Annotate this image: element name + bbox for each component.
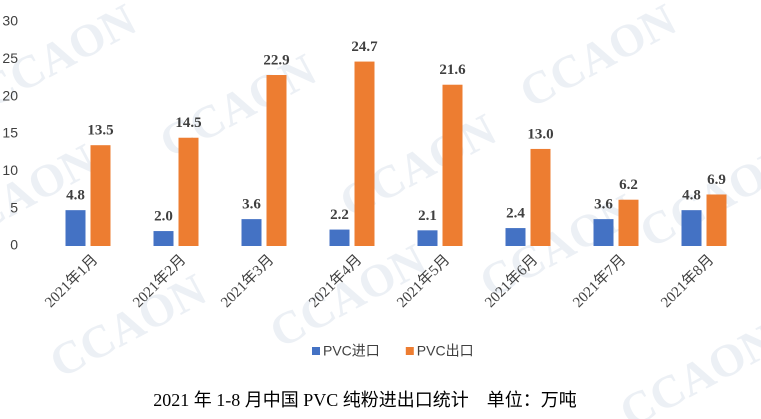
y-tick-label: 15 bbox=[2, 125, 18, 141]
y-tick-label: 0 bbox=[10, 237, 18, 253]
value-label: 3.6 bbox=[242, 197, 261, 213]
value-label: 14.5 bbox=[175, 115, 201, 131]
value-label: 13.5 bbox=[87, 123, 113, 139]
bar bbox=[241, 219, 262, 246]
x-tick-label: 2021年3月 bbox=[217, 251, 277, 311]
bar bbox=[618, 199, 639, 246]
value-label: 2.4 bbox=[506, 206, 525, 222]
legend-swatch bbox=[405, 347, 414, 355]
bar bbox=[530, 148, 551, 246]
bar bbox=[153, 231, 174, 246]
x-tick-label: 2021年8月 bbox=[657, 251, 717, 311]
y-tick-label: 5 bbox=[10, 199, 18, 215]
bar bbox=[505, 228, 526, 246]
legend-label: PVC进口 bbox=[323, 343, 380, 359]
value-label: 13.0 bbox=[527, 126, 553, 142]
bar bbox=[417, 230, 438, 246]
bar bbox=[90, 145, 111, 246]
value-label: 2.1 bbox=[418, 208, 437, 224]
legend-label: PVC出口 bbox=[417, 343, 474, 359]
value-label: 21.6 bbox=[439, 62, 466, 78]
y-tick-label: 10 bbox=[2, 162, 18, 178]
watermark: CCAON bbox=[151, 44, 324, 168]
x-tick-label: 2021年1月 bbox=[41, 251, 101, 311]
bar bbox=[706, 194, 727, 246]
value-label: 4.8 bbox=[682, 188, 701, 204]
legend-swatch bbox=[312, 347, 320, 355]
bar bbox=[266, 75, 287, 246]
value-label: 6.2 bbox=[619, 177, 638, 193]
value-label: 2.2 bbox=[330, 207, 349, 223]
bar bbox=[593, 219, 614, 246]
bar bbox=[354, 61, 375, 246]
y-tick-label: 30 bbox=[2, 13, 18, 29]
watermark: CCAON bbox=[0, 0, 144, 118]
chart-title: 2021 年 1-8 月中国 PVC 纯粉进出口统计 单位：万吨 bbox=[153, 390, 577, 410]
bar bbox=[329, 229, 350, 246]
value-label: 6.9 bbox=[707, 172, 726, 188]
bar bbox=[681, 210, 702, 246]
value-label: 24.7 bbox=[351, 39, 378, 55]
watermark: CCAON bbox=[611, 314, 761, 419]
y-tick-label: 25 bbox=[2, 50, 18, 66]
watermark: CCAON bbox=[511, 0, 684, 118]
bar bbox=[442, 84, 463, 246]
bar bbox=[178, 137, 199, 246]
value-label: 22.9 bbox=[263, 52, 289, 68]
bar bbox=[65, 210, 86, 246]
value-label: 3.6 bbox=[594, 197, 613, 213]
y-tick-label: 20 bbox=[2, 87, 18, 103]
value-label: 2.0 bbox=[154, 209, 173, 225]
value-label: 4.8 bbox=[66, 188, 85, 204]
